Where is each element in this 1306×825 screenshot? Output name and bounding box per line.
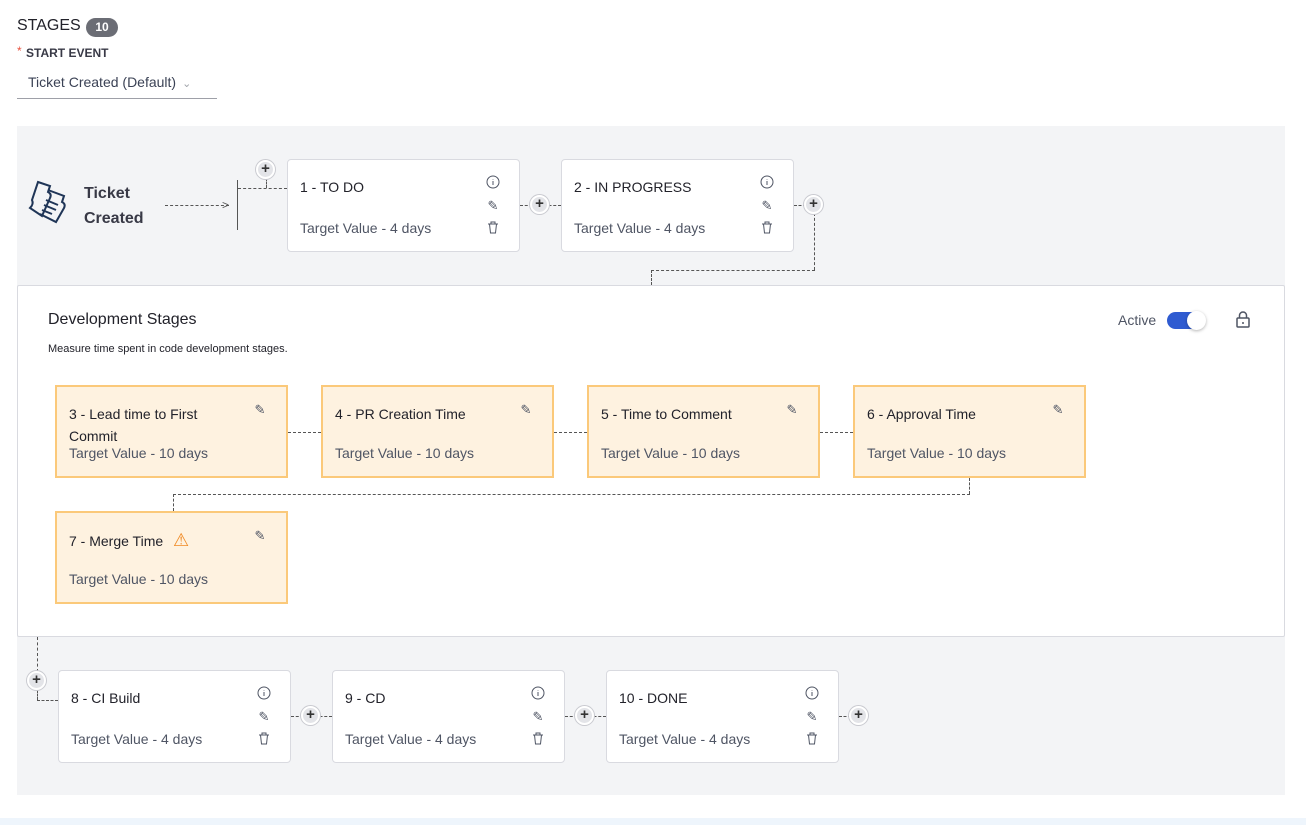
stage-target: Target Value - 4 days — [300, 220, 432, 236]
arrow-icon: > — [222, 198, 230, 212]
edit-icon[interactable]: ✎ — [532, 709, 544, 724]
stage-name-text: 10 - DONE — [619, 690, 688, 706]
group-subtitle: Measure time spent in code development s… — [48, 343, 288, 355]
stages-title: STAGES — [17, 17, 81, 34]
delete-icon[interactable] — [485, 221, 501, 237]
start-node-line1: Ticket — [84, 185, 130, 202]
start-event-value: Ticket Created (Default) — [28, 74, 177, 90]
stage-card[interactable]: 1 - TO DO Target Value - 4 days ✎ — [287, 159, 520, 252]
stage-name-text: 2 - IN PROGRESS — [574, 179, 692, 195]
stage-target: Target Value - 4 days — [574, 220, 706, 236]
stage-card[interactable]: 5 - Time to Comment Target Value - 10 day… — [587, 385, 820, 478]
edit-icon[interactable]: ✎ — [487, 198, 499, 213]
info-icon[interactable] — [759, 175, 775, 191]
stage-card[interactable]: 6 - Approval Time Target Value - 10 days ✎ — [853, 385, 1086, 478]
stage-name: 2 - IN PROGRESS — [574, 176, 754, 198]
active-label: Active — [1118, 312, 1157, 328]
footer-strip — [0, 818, 1306, 825]
edit-icon[interactable]: ✎ — [254, 528, 266, 543]
add-stage-button[interactable]: + — [301, 706, 320, 725]
stage-card[interactable]: 3 - Lead time to First Commit Target Valu… — [55, 385, 288, 478]
stage-name: 3 - Lead time to First Commit — [69, 403, 249, 447]
stage-name-text: 6 - Approval Time — [867, 406, 976, 422]
stage-card[interactable]: 8 - CI Build Target Value - 4 days ✎ — [58, 670, 291, 763]
stage-card[interactable]: 4 - PR Creation Time Target Value - 10 da… — [321, 385, 554, 478]
stage-target: Target Value - 10 days — [867, 445, 1007, 461]
add-stage-button[interactable]: + — [256, 160, 275, 179]
add-stage-button[interactable]: + — [804, 195, 823, 214]
stage-target: Target Value - 10 days — [69, 571, 209, 587]
stage-name: 6 - Approval Time — [867, 403, 1047, 425]
edit-icon[interactable]: ✎ — [254, 402, 266, 417]
start-node-line2: Created — [84, 210, 144, 227]
start-event-label: START EVENT — [26, 46, 109, 60]
stage-name: 8 - CI Build — [71, 687, 251, 709]
lock-icon[interactable] — [1235, 311, 1251, 328]
stage-card[interactable]: 7 - Merge Time ⚠ Target Value - 10 days ✎ — [55, 511, 288, 604]
stage-name-text: 7 - Merge Time — [69, 533, 164, 549]
stage-target: Target Value - 10 days — [601, 445, 741, 461]
stage-target: Target Value - 4 days — [71, 731, 203, 747]
delete-icon[interactable] — [804, 732, 820, 748]
stage-card[interactable]: 2 - IN PROGRESS Target Value - 4 days ✎ — [561, 159, 794, 252]
add-stage-button[interactable]: + — [575, 706, 594, 725]
delete-icon[interactable] — [256, 732, 272, 748]
required-mark: * — [17, 44, 22, 58]
stage-name: 7 - Merge Time ⚠ — [69, 529, 249, 552]
stage-name-text: 4 - PR Creation Time — [335, 406, 466, 422]
stage-name: 1 - TO DO — [300, 176, 480, 198]
stage-name: 10 - DONE — [619, 687, 799, 709]
ticket-icon — [28, 180, 66, 224]
active-toggle[interactable] — [1167, 311, 1206, 330]
stage-name-text: 3 - Lead time to First Commit — [69, 406, 198, 444]
edit-icon[interactable]: ✎ — [806, 709, 818, 724]
stage-name: 9 - CD — [345, 687, 525, 709]
stage-name: 4 - PR Creation Time — [335, 403, 515, 425]
start-event-dropdown[interactable]: Ticket Created (Default) ⌄ — [17, 70, 217, 99]
stage-target: Target Value - 4 days — [619, 731, 751, 747]
stage-name-text: 1 - TO DO — [300, 179, 365, 195]
stage-name: 5 - Time to Comment — [601, 403, 781, 425]
delete-icon[interactable] — [530, 732, 546, 748]
warning-icon: ⚠ — [173, 530, 190, 550]
chevron-down-icon: ⌄ — [182, 78, 192, 90]
edit-icon[interactable]: ✎ — [258, 709, 270, 724]
stage-name-text: 5 - Time to Comment — [601, 406, 732, 422]
stage-name-text: 8 - CI Build — [71, 690, 141, 706]
add-stage-button[interactable]: + — [849, 706, 868, 725]
stage-target: Target Value - 10 days — [335, 445, 475, 461]
group-title: Development Stages — [48, 311, 197, 328]
stages-count-badge: 10 — [86, 18, 118, 37]
delete-icon[interactable] — [759, 221, 775, 237]
add-stage-button[interactable]: + — [530, 195, 549, 214]
info-icon[interactable] — [530, 686, 546, 702]
stage-card[interactable]: 10 - DONE Target Value - 4 days ✎ — [606, 670, 839, 763]
stage-card[interactable]: 9 - CD Target Value - 4 days ✎ — [332, 670, 565, 763]
edit-icon[interactable]: ✎ — [1052, 402, 1064, 417]
add-stage-button[interactable]: + — [27, 671, 46, 690]
edit-icon[interactable]: ✎ — [761, 198, 773, 213]
edit-icon[interactable]: ✎ — [786, 402, 798, 417]
stage-target: Target Value - 10 days — [69, 445, 209, 461]
info-icon[interactable] — [804, 686, 820, 702]
info-icon[interactable] — [485, 175, 501, 191]
stage-target: Target Value - 4 days — [345, 731, 477, 747]
stage-name-text: 9 - CD — [345, 690, 386, 706]
info-icon[interactable] — [256, 686, 272, 702]
edit-icon[interactable]: ✎ — [520, 402, 532, 417]
start-node-label: Ticket Created — [84, 181, 144, 231]
